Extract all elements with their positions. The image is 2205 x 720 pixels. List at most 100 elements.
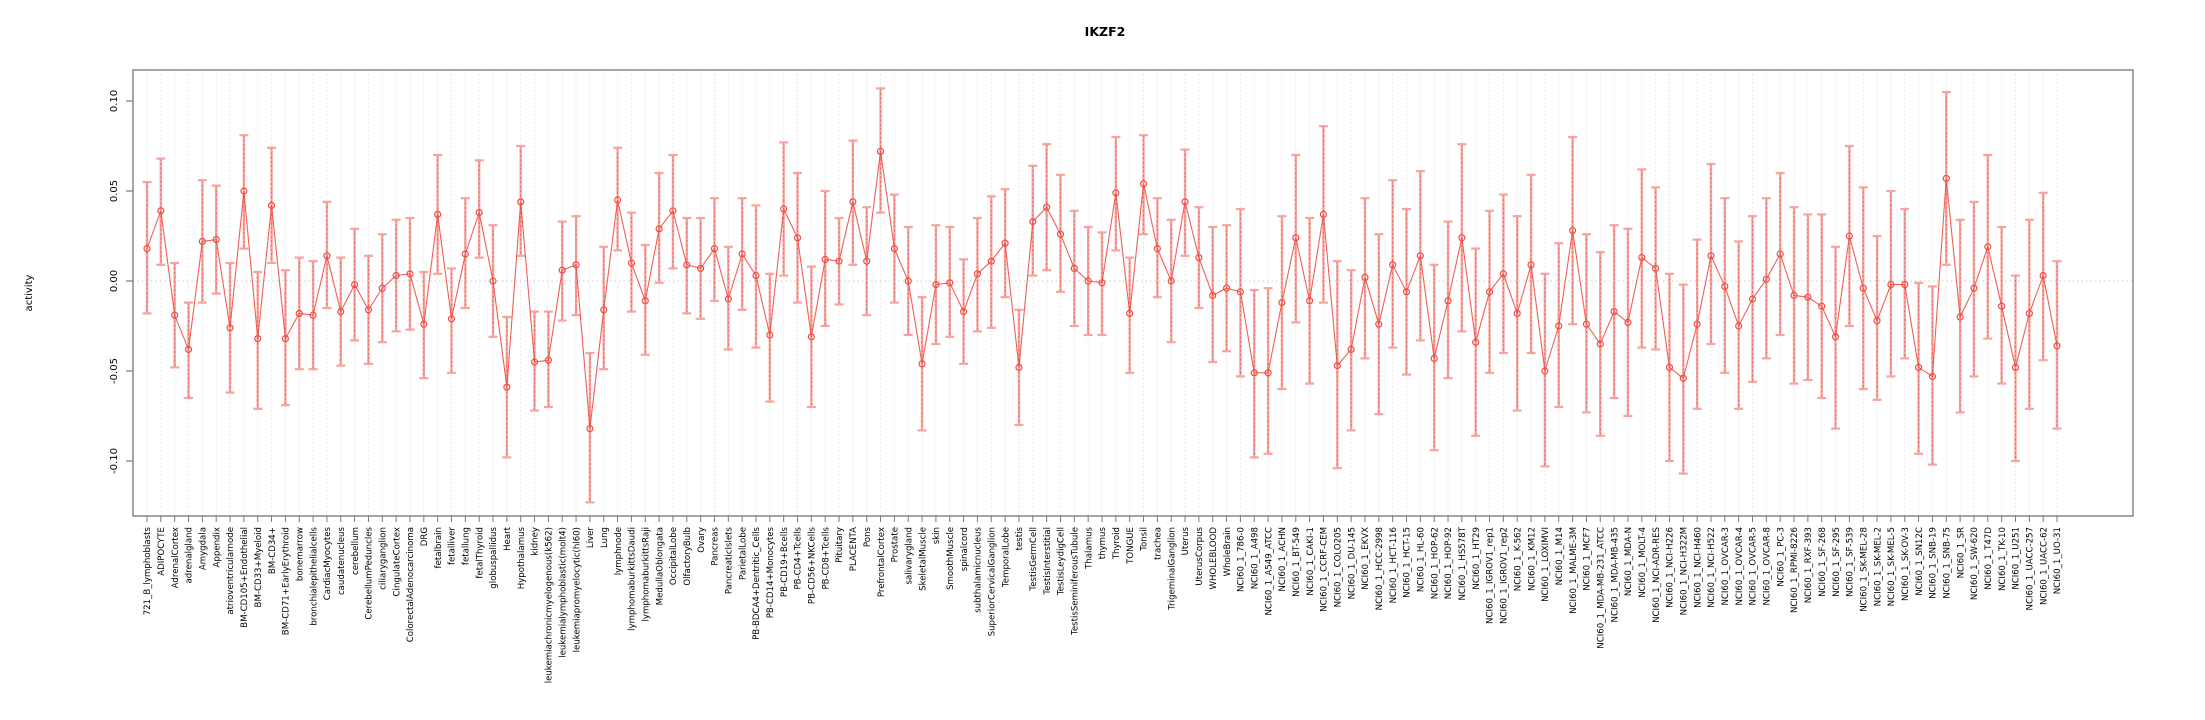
x-category-label: Ovary (697, 527, 707, 553)
x-category-label: AdrenalCortex (171, 527, 181, 588)
x-category-label: NCI60_1_HCC-2998 (1375, 527, 1385, 610)
x-category-label: caudatenucleus (337, 526, 347, 595)
data-point (1513, 309, 1521, 317)
data-point (489, 277, 497, 285)
data-point (447, 315, 456, 323)
data-point (1250, 369, 1258, 377)
x-category-label: thymus (1098, 526, 1108, 559)
x-category-label: subthalamicnucleus (974, 526, 984, 612)
data-point (849, 198, 857, 206)
data-point (406, 270, 414, 278)
data-point (932, 281, 940, 289)
x-category-label: lymphomaburkittsDaudi (628, 527, 638, 631)
x-category-label: Pancreas (711, 526, 721, 565)
data-point (1236, 288, 1245, 296)
data-point (475, 209, 483, 217)
data-point (392, 272, 400, 280)
data-point (738, 250, 746, 258)
data-point (364, 306, 373, 314)
data-point (1126, 309, 1134, 317)
x-category-label: PB-CD14+Monocytes (766, 526, 776, 618)
data-point (1873, 317, 1881, 325)
y-tick-label: -0.10 (109, 448, 120, 474)
data-point (1084, 277, 1092, 285)
x-category-label: NCI60_1_786-0 (1237, 527, 1247, 592)
data-point (946, 279, 954, 287)
data-point (351, 281, 359, 289)
data-point (752, 272, 760, 280)
data-point (1264, 369, 1272, 377)
x-category-label: lymphomaburkittsRaji (641, 527, 651, 621)
plot-border (132, 69, 2134, 517)
x-category-label: DRG (420, 527, 430, 546)
x-category-label: Appendix (212, 527, 222, 567)
data-point (558, 266, 566, 274)
data-point (876, 147, 885, 155)
x-category-label: fetalbrain (434, 527, 444, 568)
x-category-label: Amygdala (199, 527, 209, 570)
data-point (1735, 322, 1743, 330)
data-point (1056, 230, 1065, 238)
x-category-label: NCI60_1_U251 (2012, 527, 2022, 590)
data-point (1610, 308, 1618, 316)
data-point (212, 236, 220, 244)
x-category-label: NCI60_1_OVCAR-3 (1721, 527, 1731, 606)
x-category-label: NCI60_1_BT-549 (1292, 527, 1302, 597)
data-point (323, 252, 331, 260)
data-point (1901, 281, 1909, 289)
data-point (420, 320, 428, 328)
data-point (1845, 232, 1853, 240)
x-category-label: TestisGermCell (1029, 527, 1039, 592)
data-point (586, 425, 594, 433)
data-point (1499, 270, 1507, 278)
data-point (987, 257, 995, 265)
x-category-label: lymphnode (614, 527, 624, 575)
x-category-label: NCI60_1_A549_ATCC (1264, 527, 1274, 616)
x-category-label: NCI60_1_HCT-15 (1403, 527, 1413, 598)
data-point (1596, 340, 1604, 348)
x-category-label: leukemialymphoblastic(molt4) (558, 527, 568, 658)
x-category-label: bronchialepithelialcells (309, 526, 319, 625)
x-category-label: NCI60_1_RPMI-8226 (1790, 527, 1800, 613)
y-tick-label: 0.05 (109, 180, 120, 202)
data-point (1652, 264, 1660, 272)
data-point (1914, 363, 1923, 371)
data-point (1818, 302, 1826, 310)
x-category-label: NCI60_1_MDA-N (1624, 527, 1634, 596)
data-point (1333, 362, 1341, 370)
x-category-label: cerebellum (351, 527, 361, 575)
data-point (863, 257, 871, 265)
x-category-label: NCI60_1_NCI-H460 (1693, 527, 1703, 608)
y-tick-label: -0.05 (109, 358, 120, 384)
data-point (1319, 210, 1328, 218)
x-category-label: Prostate (891, 527, 901, 562)
data-point (1776, 250, 1784, 258)
x-category-label: PLACENTA (849, 527, 859, 571)
data-point (1306, 297, 1314, 305)
data-point (1444, 297, 1452, 305)
x-category-label: leukemiapromyelocytic(hl60) (572, 527, 582, 652)
x-category-label: NCI60_1_HT29 (1472, 527, 1482, 590)
data-point (503, 383, 511, 391)
x-category-label: spinalcord (960, 527, 970, 571)
data-point (1070, 264, 1078, 272)
x-category-label: NCI60_1_RXF-393 (1804, 527, 1814, 603)
x-category-label: Liver (586, 527, 596, 549)
x-category-label: NCI60_1_MALME-3M (1569, 527, 1579, 614)
x-category-label: NCI60_1_EKVX (1361, 527, 1371, 590)
x-category-label: Tonsil (1140, 527, 1150, 552)
x-category-label: NCI60_1_SF-295 (1832, 527, 1842, 597)
data-point (1001, 239, 1009, 247)
x-category-label: NCI60_1_SK-OV-3 (1901, 527, 1911, 601)
data-point (1112, 189, 1120, 197)
data-point (1555, 322, 1563, 330)
data-point (1043, 203, 1051, 211)
data-point (1568, 227, 1577, 235)
data-point (1665, 363, 1674, 371)
x-category-label: kidney (531, 527, 541, 556)
data-point (378, 284, 386, 292)
x-category-label: TONGUE (1126, 527, 1136, 565)
data-point (1098, 279, 1106, 287)
data-point (793, 234, 802, 242)
